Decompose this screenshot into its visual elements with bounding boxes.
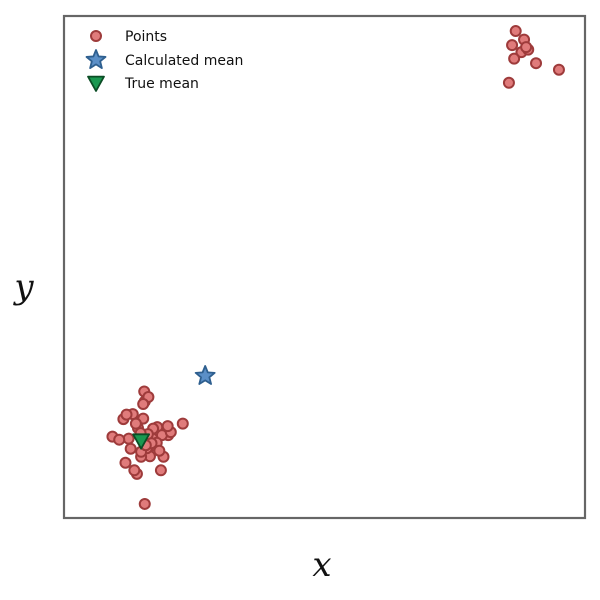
data-point xyxy=(113,433,126,446)
data-point xyxy=(138,497,151,510)
legend-star-icon xyxy=(85,49,107,69)
legend-label-points: Points xyxy=(125,29,167,45)
x-axis-label: x xyxy=(312,545,331,585)
data-point xyxy=(161,420,174,433)
plot-frame xyxy=(62,14,587,520)
data-point xyxy=(509,25,522,38)
legend-symbol-true-mean xyxy=(87,75,105,92)
data-point xyxy=(520,41,533,54)
data-point xyxy=(153,444,166,457)
data-point xyxy=(154,464,167,477)
legend-symbol-points xyxy=(90,30,102,42)
data-point xyxy=(508,52,521,65)
data-point xyxy=(129,417,142,430)
data-point xyxy=(137,398,150,411)
data-point xyxy=(128,464,141,477)
data-point xyxy=(530,57,543,70)
legend: Points Calculated mean True mean xyxy=(85,29,243,92)
legend-label-true-mean: True mean xyxy=(124,76,199,92)
legend-symbol-calculated-mean xyxy=(85,49,107,69)
plot-marks xyxy=(106,25,565,510)
legend-label-calculated-mean: Calculated mean xyxy=(125,53,243,69)
calculated-mean-marker xyxy=(194,365,216,385)
data-point xyxy=(506,39,519,52)
legend-triangle-icon xyxy=(87,75,105,92)
true-mean-marker xyxy=(132,433,151,450)
data-point xyxy=(120,408,133,421)
data-point xyxy=(176,417,189,430)
y-axis-label: y xyxy=(12,267,34,307)
legend-circle-icon xyxy=(90,30,102,42)
data-point xyxy=(502,76,515,89)
data-point xyxy=(552,63,565,76)
data-point xyxy=(119,456,132,469)
data-point xyxy=(124,442,137,455)
